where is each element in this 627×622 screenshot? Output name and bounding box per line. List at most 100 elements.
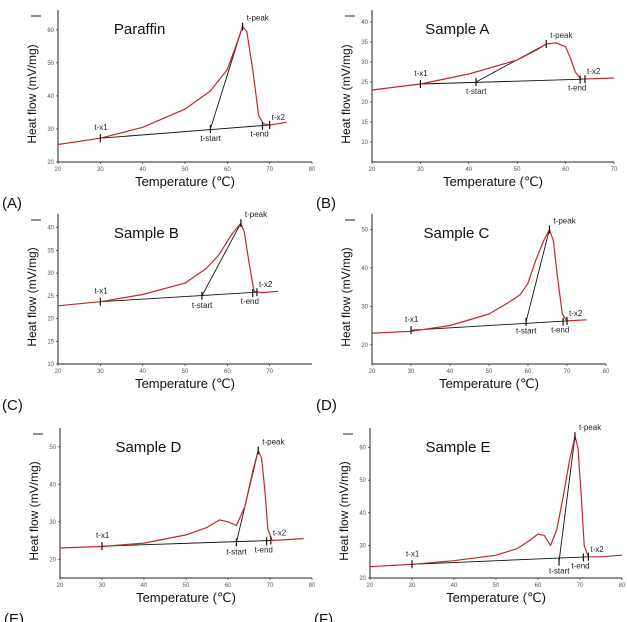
x-tick: 30	[408, 364, 415, 375]
annotation-label: t-x1	[406, 549, 420, 558]
annotation-t-end: t-end	[568, 75, 586, 93]
baseline-line	[100, 291, 257, 303]
y-tick-label: 30	[49, 520, 56, 526]
x-tick-label: 70	[564, 369, 571, 375]
y-tick: 15	[361, 120, 372, 126]
x-tick-label: 70	[577, 583, 584, 589]
y-tick: 60	[359, 446, 370, 452]
y-tick-label: 50	[47, 61, 54, 67]
x-tick-label: 60	[224, 369, 231, 375]
x-tick: 20	[369, 162, 376, 173]
y-tick-label: 10	[361, 140, 368, 146]
annotation-label: t-x1	[414, 69, 428, 78]
y-axis-label: Heat flow (mV/mg)	[337, 461, 351, 560]
annotation-t-start: t-start	[466, 78, 487, 96]
annotation-label: t-peak	[262, 438, 285, 447]
y-tick: 20	[47, 160, 58, 166]
x-tick: 40	[141, 578, 148, 589]
x-tick-label: 80	[603, 369, 610, 375]
x-tick: 40	[139, 162, 147, 173]
baseline-line	[100, 124, 270, 139]
x-tick: 30	[97, 364, 104, 375]
heat-flow-curve	[59, 449, 304, 549]
y-tick-label: 20	[361, 100, 368, 106]
x-tick-label: 80	[309, 583, 316, 589]
x-tick-label: 50	[486, 369, 493, 375]
heat-flow-curve	[369, 435, 623, 568]
tangent-line	[475, 43, 547, 83]
x-tick-label: 40	[141, 583, 148, 589]
annotation-t-peak: t-peak	[548, 216, 577, 234]
x-tick: 70	[611, 162, 618, 173]
panel-label: (B)	[316, 195, 336, 212]
annotation-label: t-peak	[579, 423, 602, 432]
y-tick: 25	[361, 80, 372, 86]
y-tick-label: 20	[47, 317, 54, 323]
x-tick: 20	[55, 162, 62, 173]
x-tick: 40	[447, 364, 454, 375]
annotation-label: t-end	[551, 326, 569, 335]
annotation-t-start: t-start	[192, 291, 213, 310]
annotation-t-start: t-start	[549, 557, 570, 576]
x-tick-label: 40	[139, 167, 146, 173]
x-tick: 70	[266, 364, 274, 375]
y-tick-label: 10	[47, 362, 54, 368]
y-tick: 60	[47, 28, 58, 34]
panel-label: (C)	[2, 397, 23, 414]
y-tick: 40	[359, 511, 370, 517]
x-tick-label: 50	[182, 167, 189, 173]
x-tick-label: 80	[619, 583, 626, 589]
x-axis-label: Temperature (℃)	[443, 174, 543, 189]
y-tick-label: 50	[359, 478, 366, 484]
x-tick: 50	[493, 578, 500, 589]
x-tick-label: 30	[409, 583, 416, 589]
annotation-t-x1: t-x1	[406, 549, 420, 569]
y-tick-label: 20	[47, 160, 54, 166]
annotation-t-end: t-end	[571, 553, 590, 570]
y-tick: 40	[361, 20, 372, 26]
annotation-t-end: t-end	[241, 289, 259, 306]
x-tick: 70	[267, 578, 274, 589]
y-tick: 40	[47, 226, 58, 232]
y-tick-label: 25	[361, 80, 368, 86]
chart-title: Sample C	[423, 225, 489, 242]
x-tick-label: 20	[367, 583, 374, 589]
y-tick-label: 15	[47, 339, 54, 345]
x-tick: 50	[486, 364, 493, 375]
annotation-label: t-x2	[259, 280, 273, 289]
x-axis-label: Temperature (℃)	[135, 174, 235, 189]
x-tick: 30	[99, 578, 106, 589]
y-tick: 50	[361, 227, 372, 233]
annotation-t-x2: t-x2	[587, 545, 604, 561]
annotation-t-x2: t-x2	[566, 309, 583, 325]
y-tick-label: 40	[47, 94, 54, 100]
x-tick: 50	[183, 578, 190, 589]
x-tick-label: 30	[97, 369, 104, 375]
x-tick-label: 80	[309, 167, 316, 173]
y-tick: 30	[49, 520, 60, 526]
x-tick: 40	[139, 364, 147, 375]
annotation-t-end: t-end	[250, 121, 269, 139]
y-tick-label: 40	[361, 266, 368, 272]
x-tick-label: 70	[266, 167, 273, 173]
annotation-label: t-start	[226, 547, 247, 556]
y-tick-label: 20	[49, 557, 56, 563]
x-tick: 70	[266, 162, 274, 173]
x-tick: 60	[562, 162, 570, 173]
annotation-t-peak: t-peak	[257, 438, 285, 455]
y-axis-label: Heat flow (mV/mg)	[27, 461, 41, 560]
y-tick: 30	[47, 127, 58, 133]
x-tick-label: 40	[139, 369, 146, 375]
annotation-label: t-end	[255, 545, 273, 554]
chart-title: Sample A	[425, 21, 489, 38]
x-tick-label: 60	[224, 167, 231, 173]
annotation-t-x1: t-x1	[414, 69, 428, 88]
x-tick: 70	[577, 578, 584, 589]
x-tick: 50	[514, 162, 521, 173]
annotation-t-x1: t-x1	[96, 531, 110, 551]
x-tick-label: 40	[447, 369, 454, 375]
y-tick: 30	[361, 304, 372, 310]
